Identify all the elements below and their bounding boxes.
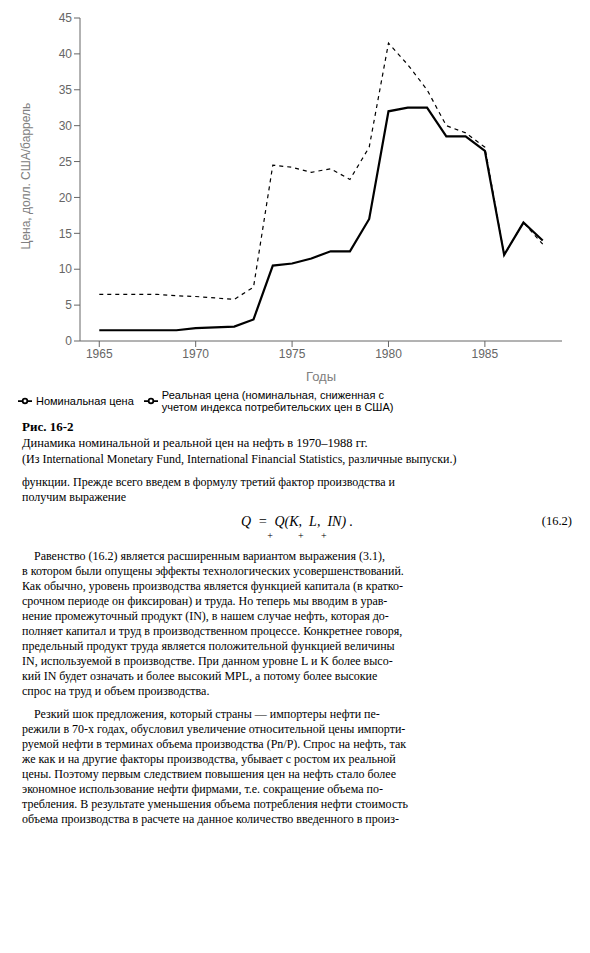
html-text:нение промежуточный продукт (I: нение промежуточный продукт (IN), в наше… — [22, 609, 389, 623]
svg-text:1980: 1980 — [375, 347, 402, 361]
html-text:Реальная цена (номинальная, сн: Реальная цена (номинальная, сниженная с … — [161, 389, 394, 413]
html-text:полняет капитал и труд в произ: полняет капитал и труд в производственно… — [22, 624, 403, 638]
html-text:срочном периоде он фиксирован): срочном периоде он фиксирован) и труда. … — [22, 594, 388, 608]
html-text:получим выражение: получим выражение — [22, 490, 126, 504]
html-text:IN, используемой в производств: IN, используемой в производстве. При дан… — [22, 654, 393, 668]
svg-text:5: 5 — [65, 298, 72, 312]
html-text:Q = Q(K, L, IN) .: Q = Q(K, L, IN) . — [240, 514, 354, 529]
html-text:Динамика номинальной и реально: Динамика номинальной и реальной цен на н… — [22, 436, 368, 450]
svg-text:25: 25 — [59, 155, 73, 169]
html-text:Как обычно, уровень производст: Как обычно, уровень производства являетс… — [22, 579, 403, 593]
svg-text:45: 45 — [59, 11, 73, 25]
svg-text:Цена, долл. США/баррель: Цена, долл. США/баррель — [19, 103, 33, 250]
html-text:Номинальная цена: Номинальная цена — [36, 395, 134, 407]
html-text:объема производства в расчете: объема производства в расчете на данное … — [22, 812, 399, 826]
svg-text:Годы: Годы — [306, 369, 336, 384]
html-text:руемой нефти в терминах объема: руемой нефти в терминах объема производс… — [22, 737, 407, 751]
html-text:спрос на труд и объем производ: спрос на труд и объем производства. — [22, 684, 210, 698]
html-text:требления. В результате уменьш: требления. В результате уменьшения объем… — [22, 797, 408, 811]
html-text:Резкий шок предложения, которы: Резкий шок предложения, который страны —… — [22, 707, 380, 721]
svg-text:20: 20 — [59, 191, 73, 205]
html-text:(16.2): (16.2) — [541, 514, 572, 528]
svg-text:10: 10 — [59, 262, 73, 276]
html-text:режили в 70-х годах, обусловил: режили в 70-х годах, обусловил увеличени… — [22, 722, 406, 736]
svg-text:35: 35 — [59, 83, 73, 97]
svg-text:15: 15 — [59, 227, 73, 241]
html-text:экономное использование нефти: экономное использование нефти фирмами, т… — [22, 782, 383, 796]
svg-text:40: 40 — [59, 47, 73, 61]
svg-text:1970: 1970 — [182, 347, 209, 361]
html-text:же как и на другие факторы про: же как и на другие факторы производства,… — [22, 752, 396, 766]
html-text:в котором были опущены эффекты: в котором были опущены эффекты технологи… — [22, 564, 404, 578]
html-text:кий IN будет означать и более: кий IN будет означать и более высокий MP… — [22, 669, 378, 683]
svg-text:1965: 1965 — [86, 347, 113, 361]
html-text:функции. Прежде всего введем в: функции. Прежде всего введем в формулу т… — [22, 475, 395, 489]
svg-text:1985: 1985 — [472, 347, 499, 361]
html-text:Рис. 16-2: Рис. 16-2 — [22, 419, 74, 434]
svg-text:1975: 1975 — [279, 347, 306, 361]
svg-text:30: 30 — [59, 119, 73, 133]
html-text:(Из International Monetary Fun: (Из International Monetary Fund, Interna… — [22, 452, 457, 466]
html-text:цены. Поэтому первым следствие: цены. Поэтому первым следствием повышени… — [22, 767, 396, 781]
html-text:Равенство (16.2) является расш: Равенство (16.2) является расширенным ва… — [22, 549, 386, 563]
svg-text:0: 0 — [65, 334, 72, 348]
html-text:предельный продукт труда являе: предельный продукт труда является положи… — [22, 639, 395, 653]
